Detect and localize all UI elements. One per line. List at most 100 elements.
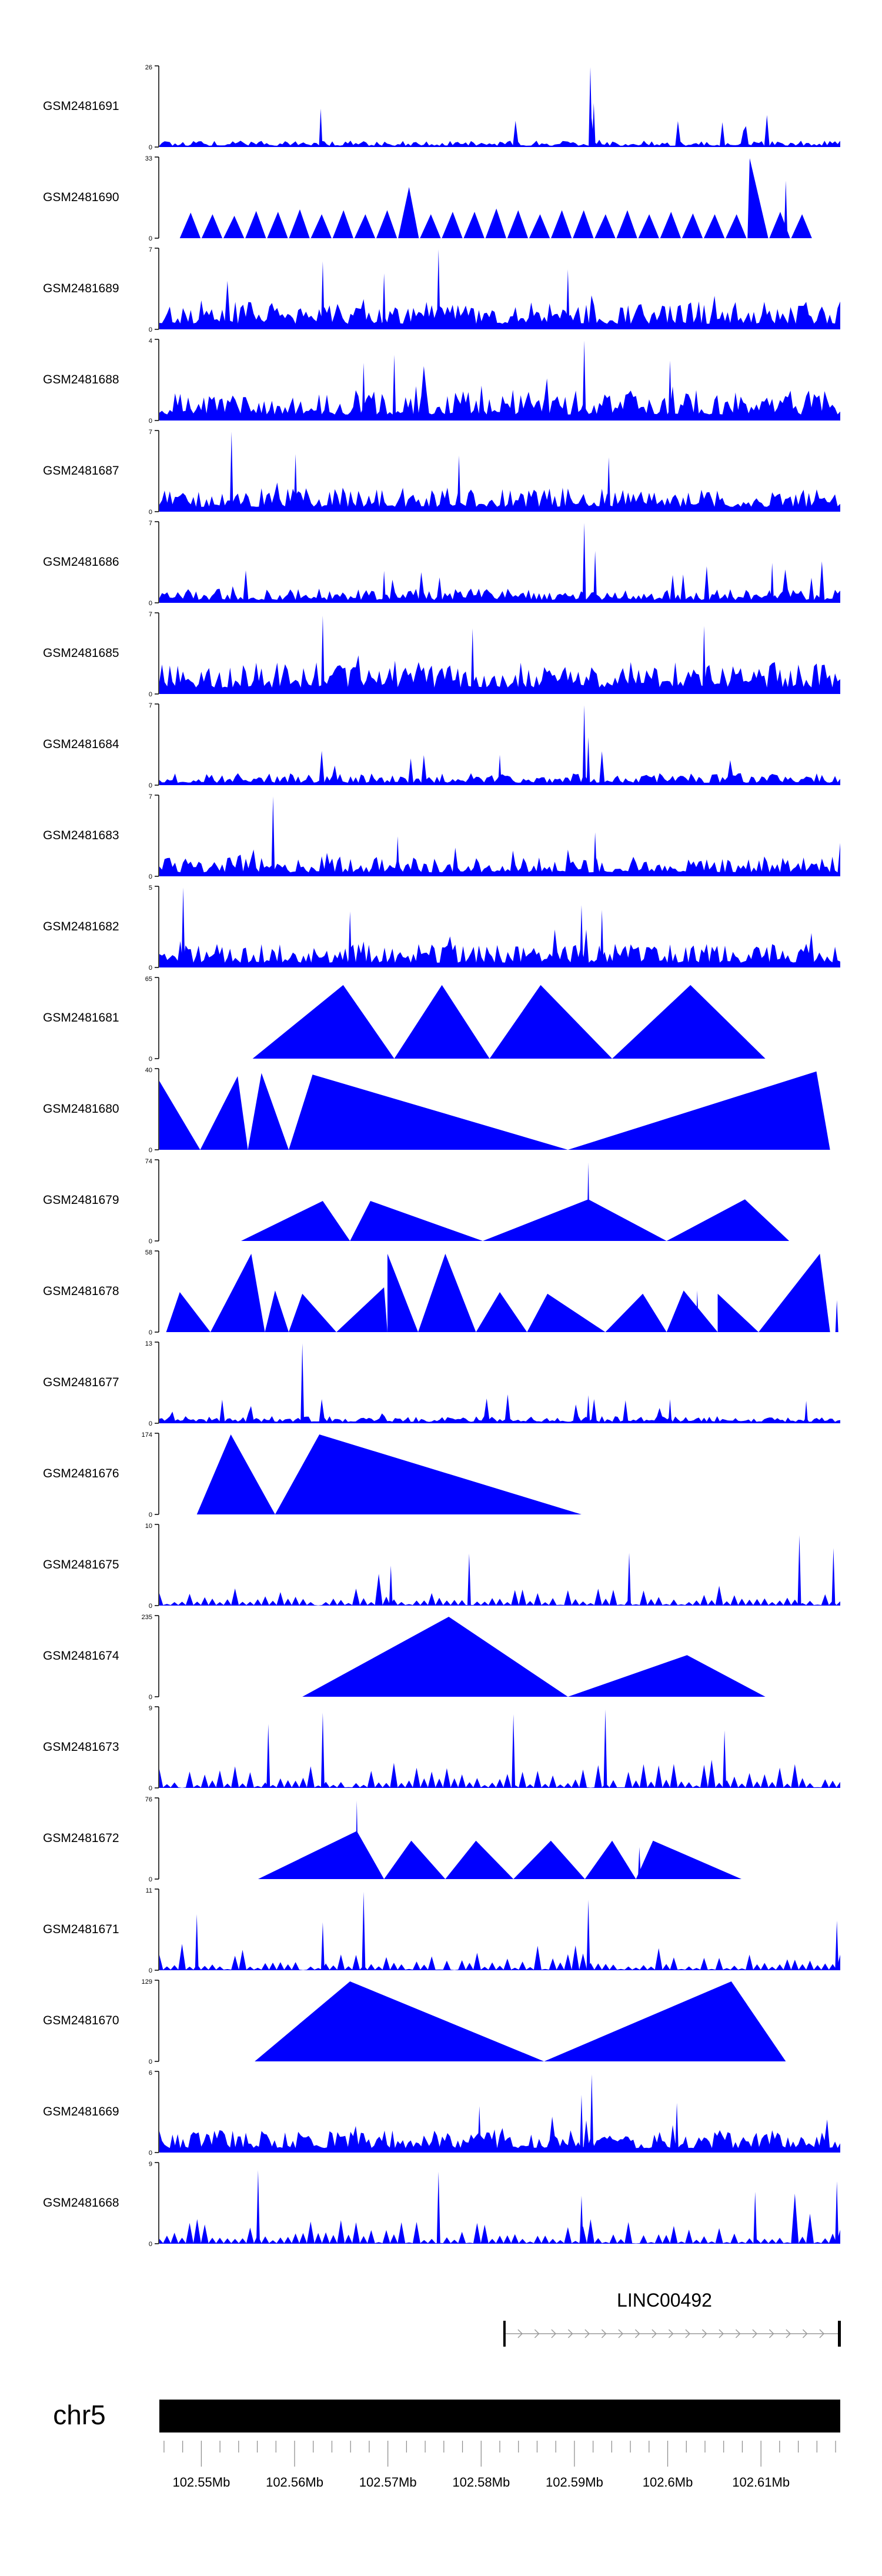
coverage-series [159, 341, 840, 421]
y-min-label: 0 [149, 782, 152, 789]
coverage-peak [579, 905, 583, 967]
chromosome-label: chr5 [53, 2400, 105, 2430]
chromosome-ideogram [159, 2400, 840, 2432]
coverage-peak [477, 1843, 481, 1879]
coverage-peak [166, 1292, 211, 1332]
track-GSM2481680: GSM2481680 40 0 [43, 1067, 830, 1154]
y-min-label: 0 [149, 2150, 152, 2157]
coverage-peak [605, 1293, 667, 1332]
coverage-peak [181, 887, 185, 967]
coverage-peak [467, 1553, 471, 1606]
track-label: GSM2481680 [43, 1102, 119, 1116]
coverage-peak [319, 108, 323, 147]
coverage-series [196, 1434, 582, 1514]
coverage-peak [418, 1253, 476, 1332]
x-tick-label: 102.57Mb [359, 2475, 417, 2490]
coverage-peak [382, 570, 386, 603]
coverage-peak [200, 1076, 248, 1150]
track-GSM2481669: GSM2481669 60 [43, 2070, 840, 2157]
strand-arrow [802, 2329, 808, 2338]
track-label: GSM2481674 [43, 1649, 119, 1663]
coverage-peak [831, 1548, 836, 1606]
track-label: GSM2481689 [43, 282, 119, 295]
coverage-series [159, 1891, 840, 1970]
y-axis: 33 0 [145, 155, 159, 242]
x-tick-label: 102.61Mb [732, 2475, 790, 2490]
coverage-peak [389, 1566, 393, 1606]
gene-label: LINC00492 [617, 2290, 712, 2311]
y-max-label: 9 [149, 2161, 152, 2168]
y-max-label: 13 [145, 1340, 152, 1347]
coverage-area [159, 2117, 840, 2153]
y-axis: 13 0 [145, 1340, 159, 1427]
y-min-label: 0 [149, 235, 152, 242]
coverage-peak [210, 1253, 265, 1332]
y-min-label: 0 [149, 965, 152, 972]
coverage-tracks: GSM2481691260GSM2481690330GSM248168970GS… [43, 64, 840, 2248]
y-min-label: 0 [149, 1329, 152, 1336]
track-label: GSM2481669 [43, 2105, 119, 2118]
gene-model [503, 2321, 841, 2347]
track-label: GSM2481683 [43, 829, 119, 842]
y-min-label: 0 [149, 1511, 152, 1519]
y-min-label: 0 [149, 418, 152, 425]
coverage-peak [289, 1293, 337, 1332]
coverage-peak [592, 103, 596, 147]
coverage-peak [612, 985, 766, 1059]
y-max-label: 235 [142, 1614, 152, 1621]
coverage-peak [389, 1298, 393, 1332]
y-min-label: 0 [149, 1876, 152, 1883]
track-label: GSM2481676 [43, 1467, 119, 1480]
gene-exon [503, 2321, 506, 2347]
coverage-area [159, 561, 840, 603]
coverage-peak [320, 261, 325, 329]
coverage-peak [382, 273, 386, 329]
coverage-series [159, 887, 840, 967]
strand-arrow [517, 2329, 523, 2338]
y-min-label: 0 [149, 600, 152, 607]
coverage-peak [573, 210, 594, 238]
coverage-peak [196, 1434, 275, 1514]
coverage-peak [835, 1300, 838, 1332]
coverage-area [159, 482, 840, 512]
coverage-peak [376, 210, 397, 238]
y-axis: 40 [149, 338, 159, 425]
y-axis: 60 [149, 2070, 159, 2157]
coverage-peak [430, 1293, 433, 1332]
coverage-series [159, 1709, 840, 1788]
coverage-peak [607, 457, 611, 512]
track-GSM2481691: GSM2481691 26 0 [43, 64, 840, 151]
coverage-peak [717, 1293, 759, 1332]
coverage-peak [668, 1399, 672, 1423]
coverage-peak [310, 214, 332, 238]
coverage-area [159, 655, 840, 694]
coverage-series [159, 1535, 840, 1606]
coverage-peak [320, 1713, 325, 1788]
coverage-peak [362, 1891, 366, 1970]
coverage-series [159, 2170, 840, 2244]
coverage-peak [582, 341, 586, 421]
coverage-series [159, 523, 840, 603]
coverage-area [159, 843, 840, 876]
coverage-peak [159, 1081, 201, 1150]
y-min-label: 0 [149, 2241, 152, 2248]
coverage-peak [201, 214, 223, 238]
y-max-label: 65 [145, 976, 152, 983]
coverage-peak [527, 1293, 606, 1332]
track-GSM2481681: GSM2481681 65 0 [43, 976, 766, 1063]
coverage-peak [512, 1714, 516, 1788]
strand-arrow [786, 2329, 791, 2338]
coverage-peak [394, 985, 490, 1059]
coverage-series [255, 1981, 786, 2061]
y-max-label: 7 [149, 246, 152, 253]
coverage-peak [681, 213, 703, 238]
coverage-peak [603, 1709, 607, 1788]
track-label: GSM2481687 [43, 464, 119, 478]
coverage-peak [470, 628, 475, 694]
